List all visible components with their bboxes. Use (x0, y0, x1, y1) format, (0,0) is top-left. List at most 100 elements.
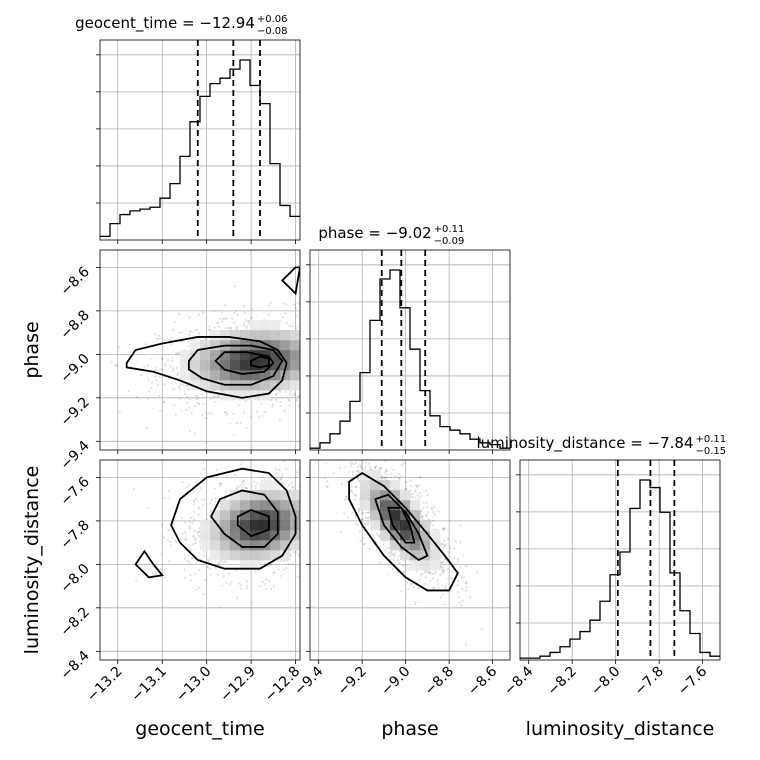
sample-point (301, 485, 303, 487)
sample-point (432, 572, 435, 575)
contour-level-0 (170, 467, 297, 570)
sample-point (451, 577, 454, 580)
density-bin (290, 360, 300, 371)
sample-point (387, 573, 390, 576)
sample-point (343, 443, 345, 445)
sample-point (421, 572, 424, 575)
sample-point (226, 413, 229, 416)
sample-point (350, 489, 353, 492)
sample-point (388, 356, 390, 358)
sample-point (185, 408, 188, 411)
sample-point (189, 574, 192, 577)
sample-point (305, 371, 307, 373)
sample-point (388, 453, 390, 455)
sample-point (436, 579, 439, 582)
sample-point (302, 513, 304, 515)
sample-point (110, 361, 113, 364)
sample-point (327, 508, 329, 510)
sample-point (162, 496, 165, 499)
sample-point (307, 508, 309, 510)
sample-point (398, 477, 401, 480)
sample-point (273, 431, 275, 433)
sample-point (316, 506, 318, 508)
sample-point (315, 362, 317, 364)
sample-point (459, 540, 462, 543)
sample-point (330, 335, 332, 337)
sample-point (413, 488, 416, 491)
sample-point (338, 467, 342, 470)
sample-point (295, 327, 298, 330)
sample-point (163, 338, 166, 341)
sample-point (337, 515, 339, 517)
sample-point (334, 344, 336, 346)
panel-content (310, 443, 510, 660)
sample-point (233, 312, 236, 315)
density-bin (270, 540, 281, 551)
sample-point (338, 383, 340, 385)
sample-point (170, 336, 173, 339)
sample-point (322, 323, 324, 325)
sample-point (385, 454, 387, 456)
sample-point (301, 542, 303, 544)
density-bin (420, 530, 431, 541)
sample-point (336, 452, 338, 454)
sample-point (459, 524, 462, 527)
sample-point (432, 505, 436, 508)
sample-point (202, 554, 205, 557)
sample-point (308, 543, 310, 545)
density-bin (360, 500, 371, 511)
sample-point (215, 468, 218, 471)
sample-point (322, 491, 324, 493)
sample-point (271, 398, 274, 401)
sample-point (357, 510, 361, 513)
sample-point (311, 351, 313, 353)
sample-point (440, 542, 443, 545)
sample-point (410, 583, 414, 586)
density-bin (240, 490, 251, 501)
sample-point (400, 590, 403, 593)
density-bin (210, 370, 221, 381)
sample-point (217, 561, 220, 564)
sample-point (300, 479, 302, 481)
sample-point (344, 495, 348, 499)
sample-point (291, 563, 294, 566)
sample-point (343, 517, 345, 519)
density-bin (220, 360, 231, 371)
sample-point (340, 482, 343, 485)
density-bin (250, 350, 261, 361)
sample-point (135, 395, 138, 399)
sample-point (312, 354, 314, 356)
sample-point (461, 599, 464, 602)
sample-point (439, 556, 443, 559)
sample-point (319, 491, 321, 493)
sample-point (422, 584, 425, 587)
title-plus: +0.11 (434, 224, 465, 235)
sample-point (176, 374, 179, 377)
sample-point (330, 343, 332, 345)
sample-point (325, 372, 327, 374)
density-bin (210, 340, 221, 351)
ytick-label-phase: −8.6 (57, 264, 92, 299)
sample-point (232, 321, 236, 324)
sample-point (194, 394, 198, 397)
sample-point (321, 513, 323, 515)
sample-point (352, 473, 355, 476)
sample-point (171, 359, 174, 363)
sample-point (208, 412, 211, 415)
sample-point (409, 479, 412, 482)
sample-point (297, 553, 300, 557)
sample-point (306, 532, 308, 534)
sample-point (403, 571, 406, 574)
density-bin (260, 340, 271, 351)
scatter-panel-phase-luminosity_distance (306, 443, 511, 664)
sample-point (192, 503, 195, 506)
density-bin (290, 340, 300, 351)
sample-point (191, 521, 194, 525)
sample-point (178, 388, 181, 391)
sample-point (439, 596, 443, 599)
sample-point (217, 325, 221, 328)
sample-point (196, 532, 199, 535)
sample-point (441, 568, 444, 571)
sample-point (179, 397, 182, 400)
sample-point (224, 490, 227, 493)
